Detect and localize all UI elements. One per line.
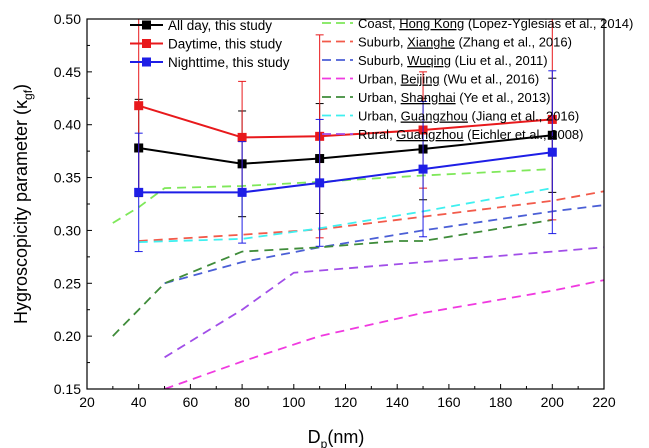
x-tick-label: 140 bbox=[386, 394, 410, 410]
legend-label: Coast, Hong Kong (Lopez-Yglesias et al.,… bbox=[358, 16, 633, 31]
legend-item-urban-beijing: Urban, Beijing (Wu et al., 2016) bbox=[322, 72, 539, 87]
y-tick-label: 0.45 bbox=[54, 64, 81, 80]
x-tick-label: 200 bbox=[541, 394, 565, 410]
series-line bbox=[112, 168, 553, 224]
legend-label: Suburb, Xianghe (Zhang et al., 2016) bbox=[358, 35, 572, 50]
x-axis-label-unit: (nm) bbox=[327, 427, 364, 447]
x-tick-label: 220 bbox=[592, 394, 616, 410]
legend-item-urban-shanghai: Urban, Shanghai (Ye et al., 2013) bbox=[322, 90, 551, 105]
x-axis-label: Dp(nm) bbox=[308, 427, 365, 448]
data-point bbox=[134, 101, 144, 111]
series-line bbox=[112, 219, 553, 337]
series-line bbox=[164, 279, 604, 389]
series-line bbox=[164, 246, 604, 359]
x-tick-label: 40 bbox=[131, 394, 147, 410]
x-tick-label: 20 bbox=[79, 394, 95, 410]
y-tick-label: 0.30 bbox=[54, 222, 81, 238]
data-point bbox=[547, 147, 557, 157]
legend-label: Urban, Shanghai (Ye et al., 2013) bbox=[358, 90, 551, 105]
data-point bbox=[418, 164, 428, 174]
legend-label: Suburb, Wuqing (Liu et al., 2011) bbox=[358, 53, 548, 68]
x-tick-label: 180 bbox=[489, 394, 513, 410]
legend-marker bbox=[142, 57, 151, 67]
ticks-layer: 20 40 60 80 100 120 140 160 180 200 220 0.15 0.20 0.2… bbox=[54, 11, 616, 410]
series-line bbox=[164, 204, 604, 285]
legend-item-all-day-this-study: All day, this study bbox=[130, 18, 272, 33]
x-tick-label: 160 bbox=[437, 394, 461, 410]
y-axis-label-sub: gf bbox=[21, 89, 35, 100]
series-urban-beijing-wu-et-al-2016 bbox=[164, 279, 604, 389]
legend-label: Daytime, this study bbox=[168, 37, 282, 52]
y-tick-label: 0.25 bbox=[54, 275, 81, 291]
legend-item-rural-guangzhou: Rural, Guangzhou (Eichler et al., 2008) bbox=[322, 127, 583, 142]
legend-label: Rural, Guangzhou (Eichler et al., 2008) bbox=[358, 127, 583, 142]
x-axis-label-sub: p bbox=[321, 437, 328, 448]
legend-label: Urban, Guangzhou (Jiang et al., 2016) bbox=[358, 109, 579, 124]
legend-marker bbox=[142, 39, 151, 48]
series-suburb-xianghe-zhang-et-al-2016 bbox=[138, 190, 604, 242]
legend-item-daytime-this-study: Daytime, this study bbox=[130, 37, 282, 52]
series-suburb-wuqing-liu-et-al-2011 bbox=[164, 204, 604, 285]
y-axis-label: Hygroscopicity parameter (κgf) bbox=[11, 84, 35, 324]
legend-label: Nighttime, this study bbox=[168, 55, 290, 70]
series-urban-shanghai-ye-et-al-2013 bbox=[112, 219, 553, 337]
data-point bbox=[134, 187, 144, 197]
legend-item-suburb-wuqing: Suburb, Wuqing (Liu et al., 2011) bbox=[322, 53, 548, 68]
series-layer bbox=[112, 19, 604, 389]
legend-item-coast-hong-kong: Coast, Hong Kong (Lopez-Yglesias et al.,… bbox=[322, 16, 633, 31]
x-tick-label: 60 bbox=[183, 394, 199, 410]
data-point bbox=[315, 178, 325, 188]
legend-marker bbox=[142, 20, 151, 30]
x-tick-label: 120 bbox=[334, 394, 358, 410]
data-point bbox=[237, 187, 247, 197]
series-nighttime-this-study bbox=[134, 70, 557, 253]
x-tick-label: 100 bbox=[282, 394, 306, 410]
series-coast-hong-kong-lopez-yglesias-et-al-2014 bbox=[112, 168, 553, 224]
y-tick-label: 0.15 bbox=[54, 381, 81, 397]
legend-item-suburb-xianghe: Suburb, Xianghe (Zhang et al., 2016) bbox=[322, 35, 572, 50]
legend-item-nighttime-this-study: Nighttime, this study bbox=[130, 55, 290, 70]
legend-label: Urban, Beijing (Wu et al., 2016) bbox=[358, 72, 539, 87]
series-rural-guangzhou-eichler-et-al-2008 bbox=[164, 246, 604, 359]
y-tick-label: 0.35 bbox=[54, 170, 81, 186]
y-tick-label: 0.20 bbox=[54, 328, 81, 344]
y-axis-label-close: ) bbox=[11, 84, 31, 90]
data-point bbox=[237, 132, 247, 142]
series-urban-guangzhou-jiang-et-al-2016 bbox=[138, 187, 553, 243]
legend-item-urban-guangzhou: Urban, Guangzhou (Jiang et al., 2016) bbox=[322, 109, 579, 124]
y-tick-label: 0.50 bbox=[54, 11, 81, 27]
legend: All day, this study Daytime, this study Ni… bbox=[130, 16, 633, 142]
legend-label: All day, this study bbox=[168, 18, 272, 33]
series-line bbox=[138, 190, 604, 242]
series-line bbox=[138, 187, 553, 243]
x-tick-label: 80 bbox=[234, 394, 250, 410]
y-tick-label: 0.40 bbox=[54, 117, 81, 133]
